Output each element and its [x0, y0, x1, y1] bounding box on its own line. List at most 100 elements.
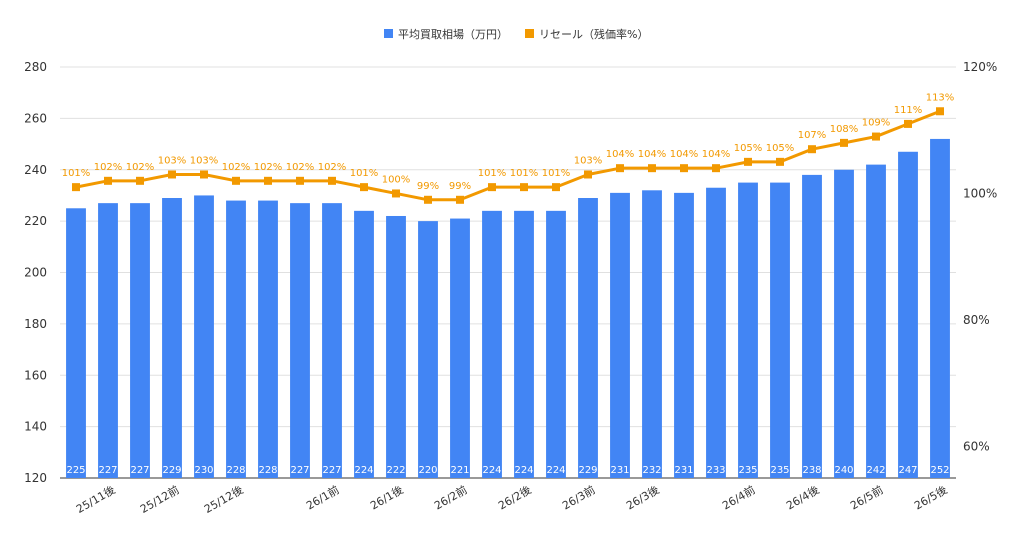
line-point	[904, 119, 912, 128]
line-point	[840, 138, 848, 147]
bar	[770, 182, 790, 478]
x-tick-label: 26/3前	[560, 482, 598, 512]
line-point	[392, 189, 400, 198]
legend-swatch-bar	[384, 29, 393, 38]
bar-value-label: 233	[706, 465, 725, 476]
bar-value-label: 230	[194, 465, 213, 476]
point-label: 104%	[638, 149, 667, 160]
point-label: 102%	[318, 162, 347, 173]
x-tick-label: 25/12後	[202, 482, 246, 515]
bar	[162, 198, 182, 478]
right-tick-label: 60%	[963, 439, 990, 453]
bar-value-label: 220	[418, 465, 437, 476]
x-tick-label: 26/1前	[304, 482, 342, 512]
line-point	[136, 176, 144, 185]
bar	[674, 192, 694, 478]
point-label: 111%	[894, 105, 923, 116]
right-tick-label: 120%	[963, 60, 997, 74]
point-label: 105%	[766, 143, 795, 154]
left-tick-label: 160	[24, 368, 47, 382]
line-point	[328, 176, 336, 185]
bar	[930, 138, 950, 479]
point-label: 104%	[702, 149, 731, 160]
right-tick-label: 100%	[963, 186, 997, 200]
point-label: 102%	[254, 162, 283, 173]
bar-value-label: 225	[66, 465, 85, 476]
point-label: 100%	[382, 174, 411, 185]
point-label: 101%	[542, 168, 571, 179]
point-label: 99%	[449, 181, 471, 192]
bar	[386, 215, 406, 479]
x-tick-label: 26/2前	[432, 482, 470, 512]
line-point	[808, 145, 816, 154]
line-point	[200, 170, 208, 179]
bar	[546, 210, 566, 478]
point-label: 102%	[286, 162, 315, 173]
bar	[898, 151, 918, 479]
line-point	[552, 183, 560, 192]
point-label: 101%	[350, 168, 379, 179]
bar-value-label: 224	[482, 465, 501, 476]
legend-swatch-line	[525, 29, 534, 38]
bar-value-label: 252	[930, 465, 949, 476]
bar-value-label: 227	[322, 465, 341, 476]
left-tick-label: 220	[24, 214, 47, 228]
bar-value-label: 229	[578, 465, 597, 476]
bar-value-label: 224	[354, 465, 373, 476]
x-tick-label: 26/5後	[912, 482, 950, 512]
bar-value-label: 221	[450, 465, 469, 476]
line-point	[712, 164, 720, 173]
line-point	[72, 183, 80, 192]
point-label: 103%	[574, 155, 603, 166]
bar-series: 225 227 227 229 230 228 228 227 227 224 222 220 221 2…	[66, 138, 950, 479]
x-axis: 25/11後 25/12前 25/12後 26/1前 26/1後 26/2前 26/2後 26…	[74, 482, 950, 515]
left-tick-label: 120	[24, 471, 47, 485]
left-tick-label: 240	[24, 163, 47, 177]
point-label: 103%	[190, 155, 219, 166]
bar	[578, 198, 598, 478]
bar	[642, 190, 662, 479]
bar-value-label: 227	[290, 465, 309, 476]
bar-value-label: 231	[674, 465, 693, 476]
bar	[802, 174, 822, 478]
x-tick-label: 26/5前	[848, 482, 886, 512]
bar-value-label: 227	[130, 465, 149, 476]
point-label: 101%	[478, 168, 507, 179]
left-tick-label: 280	[24, 60, 47, 74]
bar	[450, 218, 470, 478]
series-line	[75, 109, 941, 202]
bar	[610, 192, 630, 478]
point-label: 109%	[862, 118, 891, 129]
bar-value-label: 227	[98, 465, 117, 476]
legend-label-bar: 平均買取相場（万円）	[398, 28, 508, 41]
bar	[738, 182, 758, 478]
point-label: 108%	[830, 124, 859, 135]
point-label: 113%	[926, 92, 955, 103]
point-label: 102%	[222, 162, 251, 173]
x-tick-label: 25/11後	[74, 482, 118, 515]
bar	[98, 203, 118, 479]
right-tick-label: 80%	[963, 313, 990, 327]
line-point	[104, 176, 112, 185]
left-tick-label: 200	[24, 266, 47, 280]
bar-value-label: 235	[738, 465, 757, 476]
point-label: 101%	[62, 168, 91, 179]
line-point	[232, 176, 240, 185]
point-label: 104%	[670, 149, 699, 160]
line-point	[744, 157, 752, 166]
right-axis: 60% 80% 100% 120%	[963, 60, 997, 453]
bar-value-label: 231	[610, 465, 629, 476]
line-point	[264, 176, 272, 185]
line-point	[168, 170, 176, 179]
bar	[418, 221, 438, 478]
bar-value-label: 228	[258, 465, 277, 476]
x-tick-label: 26/1後	[368, 482, 406, 512]
line-point	[616, 164, 624, 173]
x-tick-label: 26/4後	[784, 482, 822, 512]
line-point	[456, 195, 464, 204]
bar-value-label: 247	[898, 465, 917, 476]
left-tick-label: 260	[24, 111, 47, 125]
bar	[354, 210, 374, 478]
bar-value-label: 232	[642, 465, 661, 476]
